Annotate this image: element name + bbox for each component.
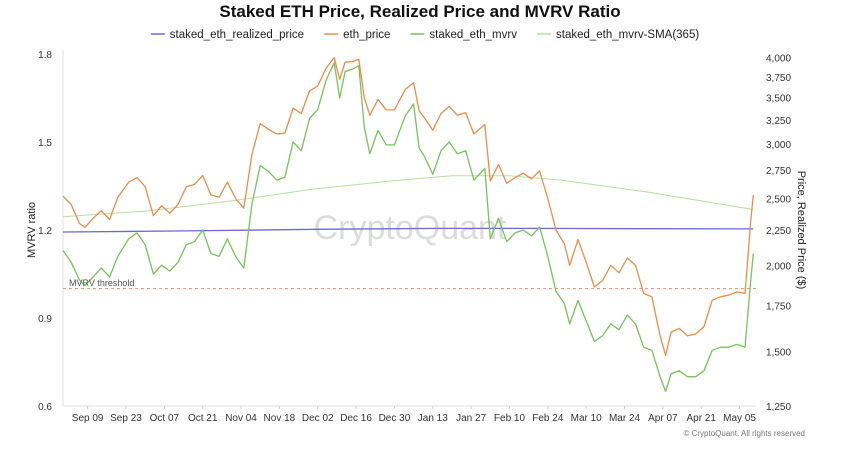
left-axis: 0.6 0.9 1.2 1.5 1.8 (38, 50, 52, 413)
x-tick-label: Dec 02 (302, 413, 334, 424)
x-tick-label: Dec 30 (379, 413, 411, 424)
right-tick-label: 3,250 (766, 116, 791, 127)
x-tick-label: Sep 09 (72, 413, 104, 424)
right-tick-label: 3,000 (766, 140, 791, 151)
plot-frame (62, 50, 756, 407)
chart-title: Staked ETH Price, Realized Price and MVR… (219, 2, 620, 21)
series-line-eth_price (62, 57, 754, 357)
x-tick-label: Jan 27 (456, 413, 486, 424)
right-tick-label: 1,500 (766, 347, 791, 358)
series-layer (62, 57, 754, 392)
credit-note: © CryptoQuant. All rights reserved (684, 429, 806, 438)
right-tick-label: 1,750 (766, 301, 791, 312)
x-tick-label: Feb 10 (494, 413, 526, 424)
right-tick-label: 1,250 (766, 402, 791, 413)
x-tick-label: Oct 21 (188, 413, 218, 424)
legend: staked_eth_realized_price eth_price staked… (150, 29, 699, 41)
legend-item[interactable]: staked_eth_realized_price (150, 29, 304, 41)
x-tick-label: Nov 18 (264, 413, 296, 424)
right-tick-label: 3,750 (766, 73, 791, 84)
legend-label: staked_eth_mvrv (429, 29, 517, 41)
x-tick-label: Nov 04 (225, 413, 257, 424)
legend-item[interactable]: staked_eth_mvrv-SMA(365) (537, 29, 699, 41)
x-tick-label: Mar 10 (571, 413, 603, 424)
legend-item[interactable]: eth_price (324, 29, 390, 41)
left-tick-label: 1.2 (38, 226, 52, 237)
right-axis-label: Price, Realized Price ($) (795, 171, 807, 290)
series-line-staked_eth_mvrv (62, 62, 754, 392)
left-tick-label: 1.8 (38, 50, 52, 61)
x-tick-label: Jan 13 (418, 413, 448, 424)
legend-label: staked_eth_realized_price (170, 29, 304, 41)
threshold-label: MVRV threshold (69, 278, 134, 288)
x-tick-label: Apr 21 (686, 413, 716, 424)
right-tick-label: 2,500 (766, 194, 791, 205)
left-tick-label: 0.6 (38, 402, 52, 413)
right-tick-label: 2,250 (766, 226, 791, 237)
right-tick-label: 3,500 (766, 94, 791, 105)
x-tick-label: Dec 16 (340, 413, 372, 424)
right-tick-label: 4,000 (766, 54, 791, 65)
legend-item[interactable]: staked_eth_mvrv (410, 29, 517, 41)
x-tick-label: Feb 24 (532, 413, 564, 424)
x-tick-label: Mar 24 (609, 413, 641, 424)
series-line-staked_eth_mvrv-SMA(365) (62, 175, 754, 218)
x-tick-label: May 05 (723, 413, 756, 424)
x-axis: Sep 09 Sep 23 Oct 07 Oct 21 Nov 04 Nov 18 Dec … (72, 406, 756, 424)
left-tick-label: 0.9 (38, 314, 52, 325)
x-tick-label: Apr 07 (648, 413, 678, 424)
legend-label: staked_eth_mvrv-SMA(365) (556, 29, 699, 41)
x-tick-label: Sep 23 (110, 413, 142, 424)
right-tick-label: 2,750 (766, 166, 791, 177)
x-tick-label: Oct 07 (150, 413, 180, 424)
legend-label: eth_price (343, 29, 390, 41)
left-axis-label: MVRV ratio (26, 202, 38, 258)
left-tick-label: 1.5 (38, 138, 52, 149)
right-tick-label: 2,000 (766, 261, 791, 272)
right-axis: 1,250 1,500 1,750 2,000 2,250 2,500 2,750 3,000… (766, 54, 791, 413)
series-line-staked_eth_realized_price (62, 227, 754, 233)
